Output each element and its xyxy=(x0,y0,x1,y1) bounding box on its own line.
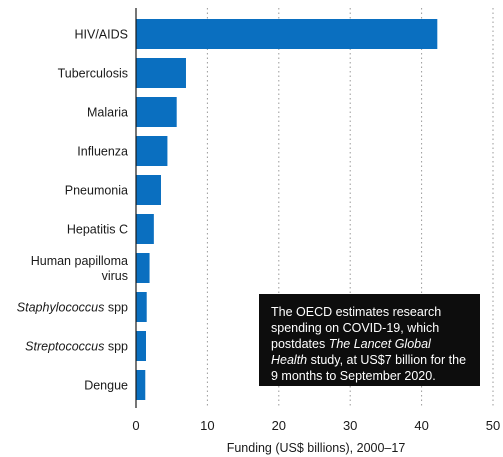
category-label: Dengue xyxy=(84,379,128,393)
x-tick-label: 30 xyxy=(343,418,357,433)
category-label: Staphylococcus spp xyxy=(17,301,128,315)
x-tick-label: 40 xyxy=(414,418,428,433)
bar xyxy=(136,292,147,322)
bar xyxy=(136,175,161,205)
category-label: Malaria xyxy=(87,106,128,120)
category-label: Tuberculosis xyxy=(58,67,128,81)
bar xyxy=(136,253,150,283)
bar xyxy=(136,214,154,244)
x-tick-label: 10 xyxy=(200,418,214,433)
annotation-text-end: study, at US$7 billion for the 9 months … xyxy=(271,353,467,383)
x-axis-label: Funding (US$ billions), 2000–17 xyxy=(227,441,406,455)
category-label: Human papilloma virus xyxy=(31,254,128,283)
x-tick-label: 50 xyxy=(486,418,500,433)
x-tick-label: 20 xyxy=(272,418,286,433)
category-label: Influenza xyxy=(77,145,128,159)
category-label: Streptococcus spp xyxy=(25,340,128,354)
bar xyxy=(136,136,168,166)
bars xyxy=(136,19,438,400)
x-tick-label: 0 xyxy=(132,418,139,433)
category-label: HIV/AIDS xyxy=(75,28,129,42)
annotation-text-journal: The Lancet Global Health xyxy=(271,337,431,367)
bar xyxy=(136,370,146,400)
bar xyxy=(136,58,186,88)
annotation-box: The OECD estimates research spending on … xyxy=(259,294,480,386)
annotation-text-start: The OECD estimates research spending on … xyxy=(271,305,442,351)
category-label: Hepatitis C xyxy=(67,223,128,237)
category-label: Pneumonia xyxy=(65,184,128,198)
category-labels: HIV/AIDS Tuberculosis Malaria Influenza Pneu… xyxy=(17,28,128,393)
x-tick-labels: 0 10 20 30 40 50 xyxy=(132,418,500,433)
bar xyxy=(136,331,146,361)
bar xyxy=(136,97,177,127)
bar xyxy=(136,19,438,49)
